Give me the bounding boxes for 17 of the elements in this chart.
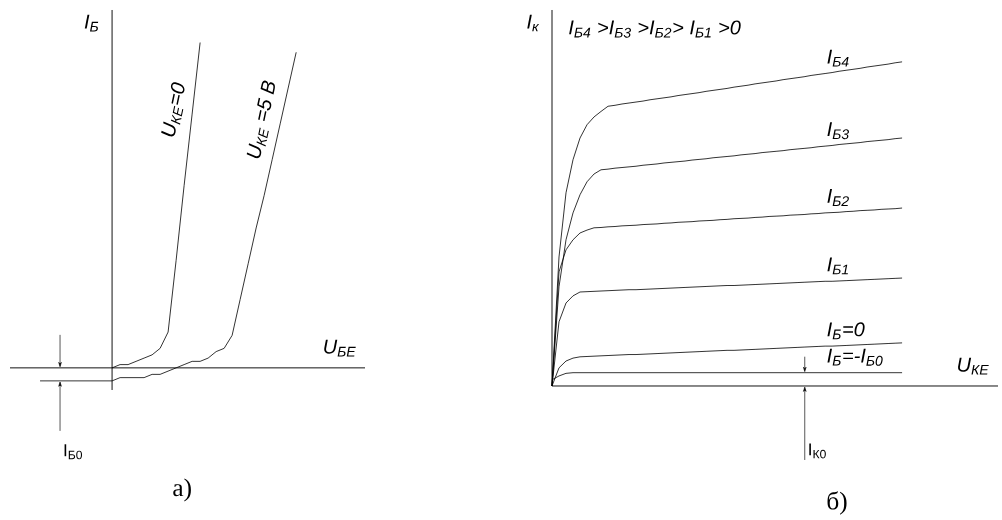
y-axis-title: I$_{Б}$ (84, 14, 99, 32)
series-label: I$_{Б3}$ (827, 122, 849, 140)
text: а) (173, 478, 191, 502)
series-label: I$_{Б}$=0 (827, 322, 865, 340)
text: U$_{КЕ}$ =5 В (246, 80, 275, 159)
legend-label: I$_{Б}$=-I$_{Б0}$ (827, 348, 883, 366)
series-label: I$_{Б1}$ (827, 257, 848, 275)
text: I$_{К0}$ (809, 443, 826, 459)
x-axis-title: U$_{КЕ}$ (958, 357, 989, 375)
y-axis-title: I$_{к}$ (527, 14, 540, 32)
series-label: I$_{Б4}$ (827, 49, 849, 67)
text: U$_{КЕ}$=0 (161, 82, 185, 137)
x-axis-title: U$_{БЕ}$ (324, 339, 356, 357)
text: I$_{Б0}$ (64, 444, 83, 460)
text: б) (827, 491, 847, 515)
text: I$_{Б4}$ >I$_{Б3}$ >I$_{Б2}$> I$_{Б1}$ >0 (569, 20, 741, 38)
series-label: I$_{Б2}$ (827, 189, 849, 206)
